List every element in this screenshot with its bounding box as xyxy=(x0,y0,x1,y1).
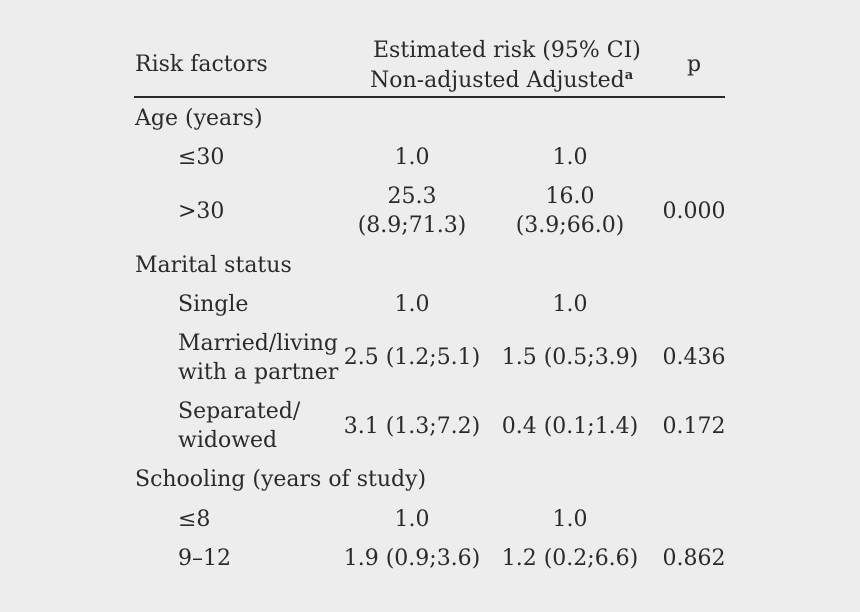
non-adjusted-ci: (8.9;71.3) xyxy=(357,213,467,238)
non-adjusted-value: 2.5 (1.2;5.1) xyxy=(343,345,481,370)
row-label-line-2: widowed xyxy=(178,428,278,453)
group-label-marital-status: Marital status xyxy=(135,253,292,278)
group-label-schooling: Schooling (years of study) xyxy=(135,467,427,492)
non-adjusted-value: 1.0 xyxy=(394,507,430,532)
adjusted-value: 1.2 (0.2;6.6) xyxy=(501,546,639,571)
p-value: 0.862 xyxy=(662,546,726,571)
adjusted-value: 1.0 xyxy=(552,292,588,317)
row-label: Separated/ xyxy=(178,399,301,424)
header-p: p xyxy=(687,52,702,77)
non-adjusted-value: 3.1 (1.3;7.2) xyxy=(343,414,481,439)
group-label-age: Age (years) xyxy=(135,106,263,131)
row-label: 9–12 xyxy=(178,546,231,571)
adjusted-value: 16.0 xyxy=(545,184,595,209)
adjusted-ci: (3.9;66.0) xyxy=(515,213,625,238)
p-value: 0.000 xyxy=(662,199,726,224)
p-value: 0.172 xyxy=(662,414,726,439)
p-value: 0.436 xyxy=(662,345,726,370)
non-adjusted-value: 1.9 (0.9;3.6) xyxy=(343,546,481,571)
adjusted-value: 0.4 (0.1;1.4) xyxy=(501,414,639,439)
header-rule xyxy=(134,96,725,98)
row-label-line-2: with a partner xyxy=(178,360,339,385)
header-non-adjusted: Non-adjusted xyxy=(370,68,520,93)
non-adjusted-value: 25.3 xyxy=(387,184,437,209)
header-risk-factors: Risk factors xyxy=(135,52,268,77)
non-adjusted-value: 1.0 xyxy=(394,145,430,170)
row-label: >30 xyxy=(178,199,225,224)
row-label: ≤8 xyxy=(178,507,211,532)
adjusted-value: 1.0 xyxy=(552,507,588,532)
row-label: Married/living xyxy=(178,331,339,356)
header-adjusted: Adjusteda xyxy=(527,68,634,93)
header-estimated-risk: Estimated risk (95% CI) xyxy=(373,38,641,63)
row-label: ≤30 xyxy=(178,145,225,170)
adjusted-value: 1.5 (0.5;3.9) xyxy=(501,345,639,370)
non-adjusted-value: 1.0 xyxy=(394,292,430,317)
adjusted-value: 1.0 xyxy=(552,145,588,170)
row-label: Single xyxy=(178,292,249,317)
footnote-marker-a: a xyxy=(624,68,634,83)
header-adjusted-label: Adjusted xyxy=(526,68,625,93)
header-risk-columns: Non-adjusted Adjusteda xyxy=(370,66,633,95)
